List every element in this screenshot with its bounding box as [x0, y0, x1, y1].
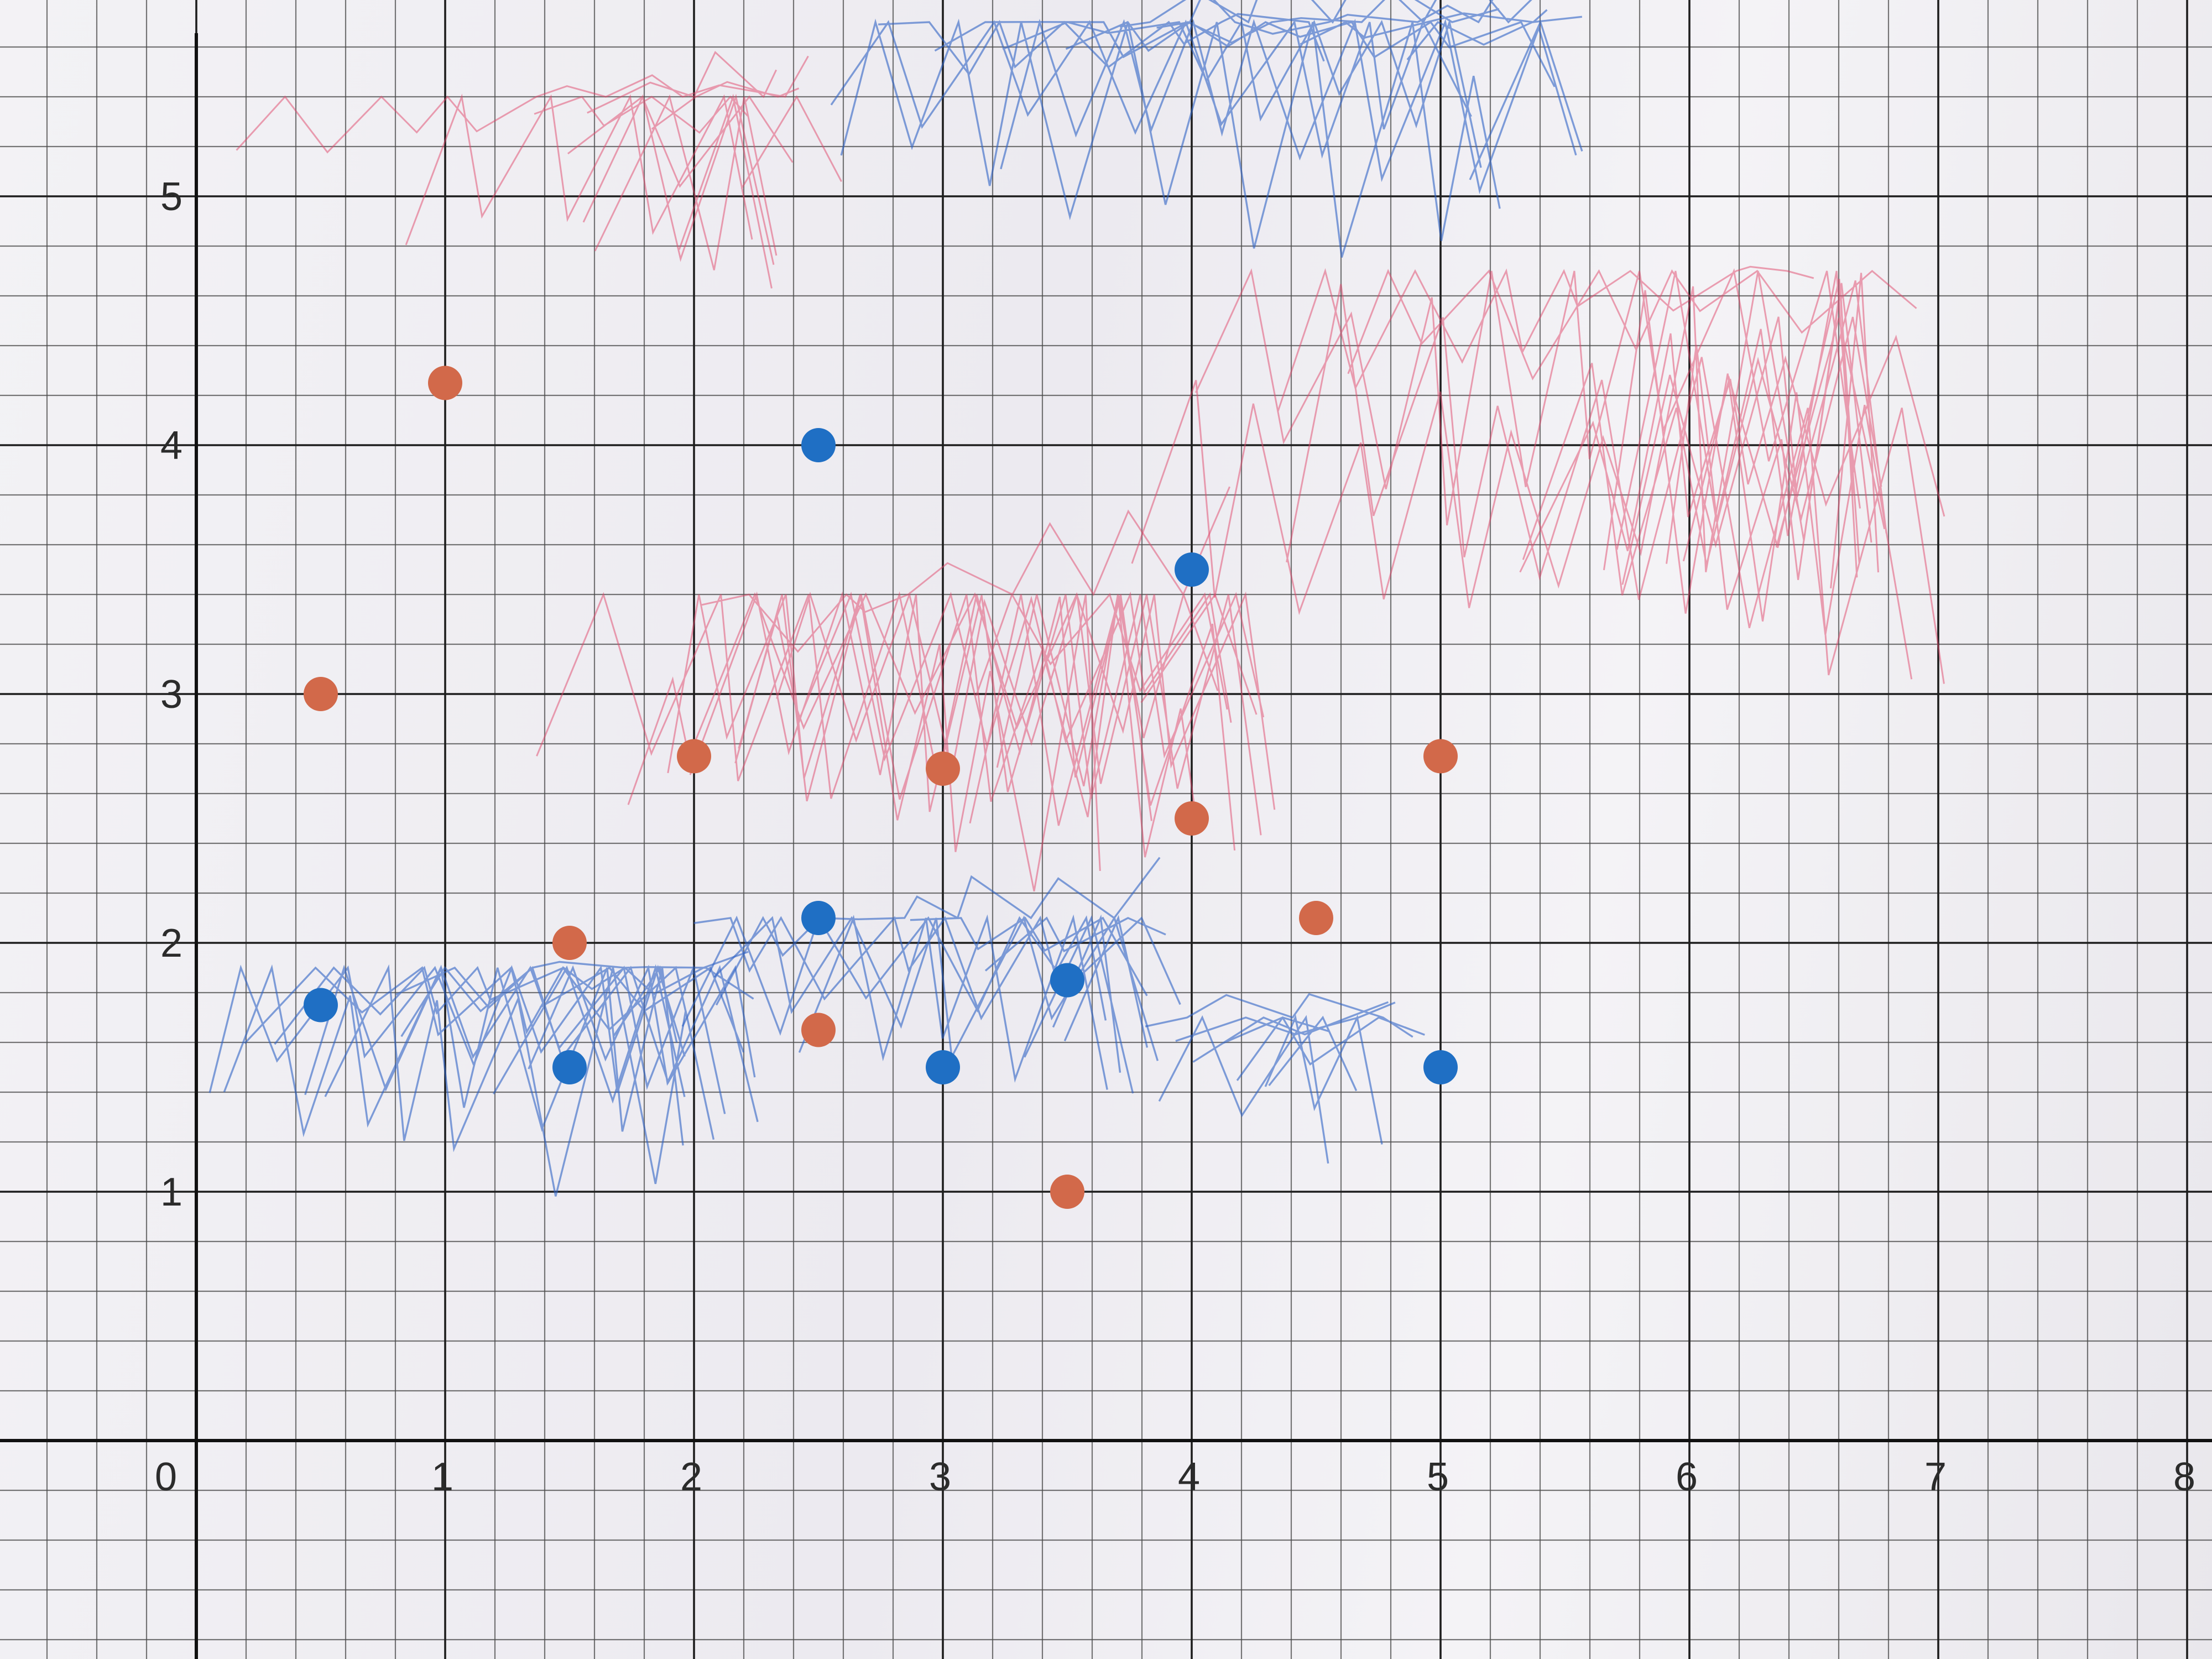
data-point: [304, 677, 338, 711]
red-shading-upper-left: [236, 51, 842, 289]
x-tick-label: 0: [155, 1455, 177, 1499]
data-point: [1299, 901, 1333, 935]
data-point: [926, 752, 960, 786]
red-shading-center: [536, 486, 1276, 891]
y-tick-label: 2: [160, 921, 182, 966]
data-point: [428, 366, 462, 400]
data-point: [1175, 552, 1209, 587]
blue-shading-upper: [830, 0, 1583, 258]
data-point: [304, 988, 338, 1022]
x-tick-label: 4: [1178, 1455, 1200, 1499]
x-tick-label: 6: [1676, 1455, 1698, 1499]
shaded-regions: [208, 0, 1945, 1197]
blue-shading-lower-left: [208, 951, 759, 1197]
blue-shading-lower-center: [681, 857, 1181, 1094]
red-shading-right: [1131, 265, 1945, 684]
blue-shading-lower-right: [1145, 993, 1425, 1164]
data-point: [1175, 801, 1209, 836]
x-tick-label: 8: [2173, 1455, 2195, 1499]
data-point: [1050, 1175, 1084, 1209]
data-point: [926, 1050, 960, 1084]
x-tick-label: 7: [1924, 1455, 1947, 1499]
data-point: [1050, 963, 1084, 998]
data-point: [801, 901, 836, 935]
data-point: [1423, 739, 1458, 774]
x-tick-label: 5: [1427, 1455, 1449, 1499]
data-point: [552, 1050, 587, 1084]
data-point: [801, 428, 836, 462]
y-tick-label: 5: [160, 175, 182, 219]
axes: [0, 33, 2212, 1659]
data-points: [304, 366, 1458, 1209]
x-tick-label: 1: [431, 1455, 453, 1499]
y-tick-label: 3: [160, 672, 182, 717]
data-point: [552, 926, 587, 960]
y-tick-label: 4: [160, 424, 182, 468]
tick-labels: 0 1 2 3 4 5 6 7 8 1 2 3 4 5: [155, 175, 2195, 1499]
data-point: [1423, 1050, 1458, 1084]
x-tick-label: 3: [929, 1455, 951, 1499]
y-tick-label: 1: [160, 1170, 182, 1214]
data-point: [801, 1013, 836, 1047]
data-point: [677, 739, 711, 774]
x-tick-label: 2: [680, 1455, 702, 1499]
